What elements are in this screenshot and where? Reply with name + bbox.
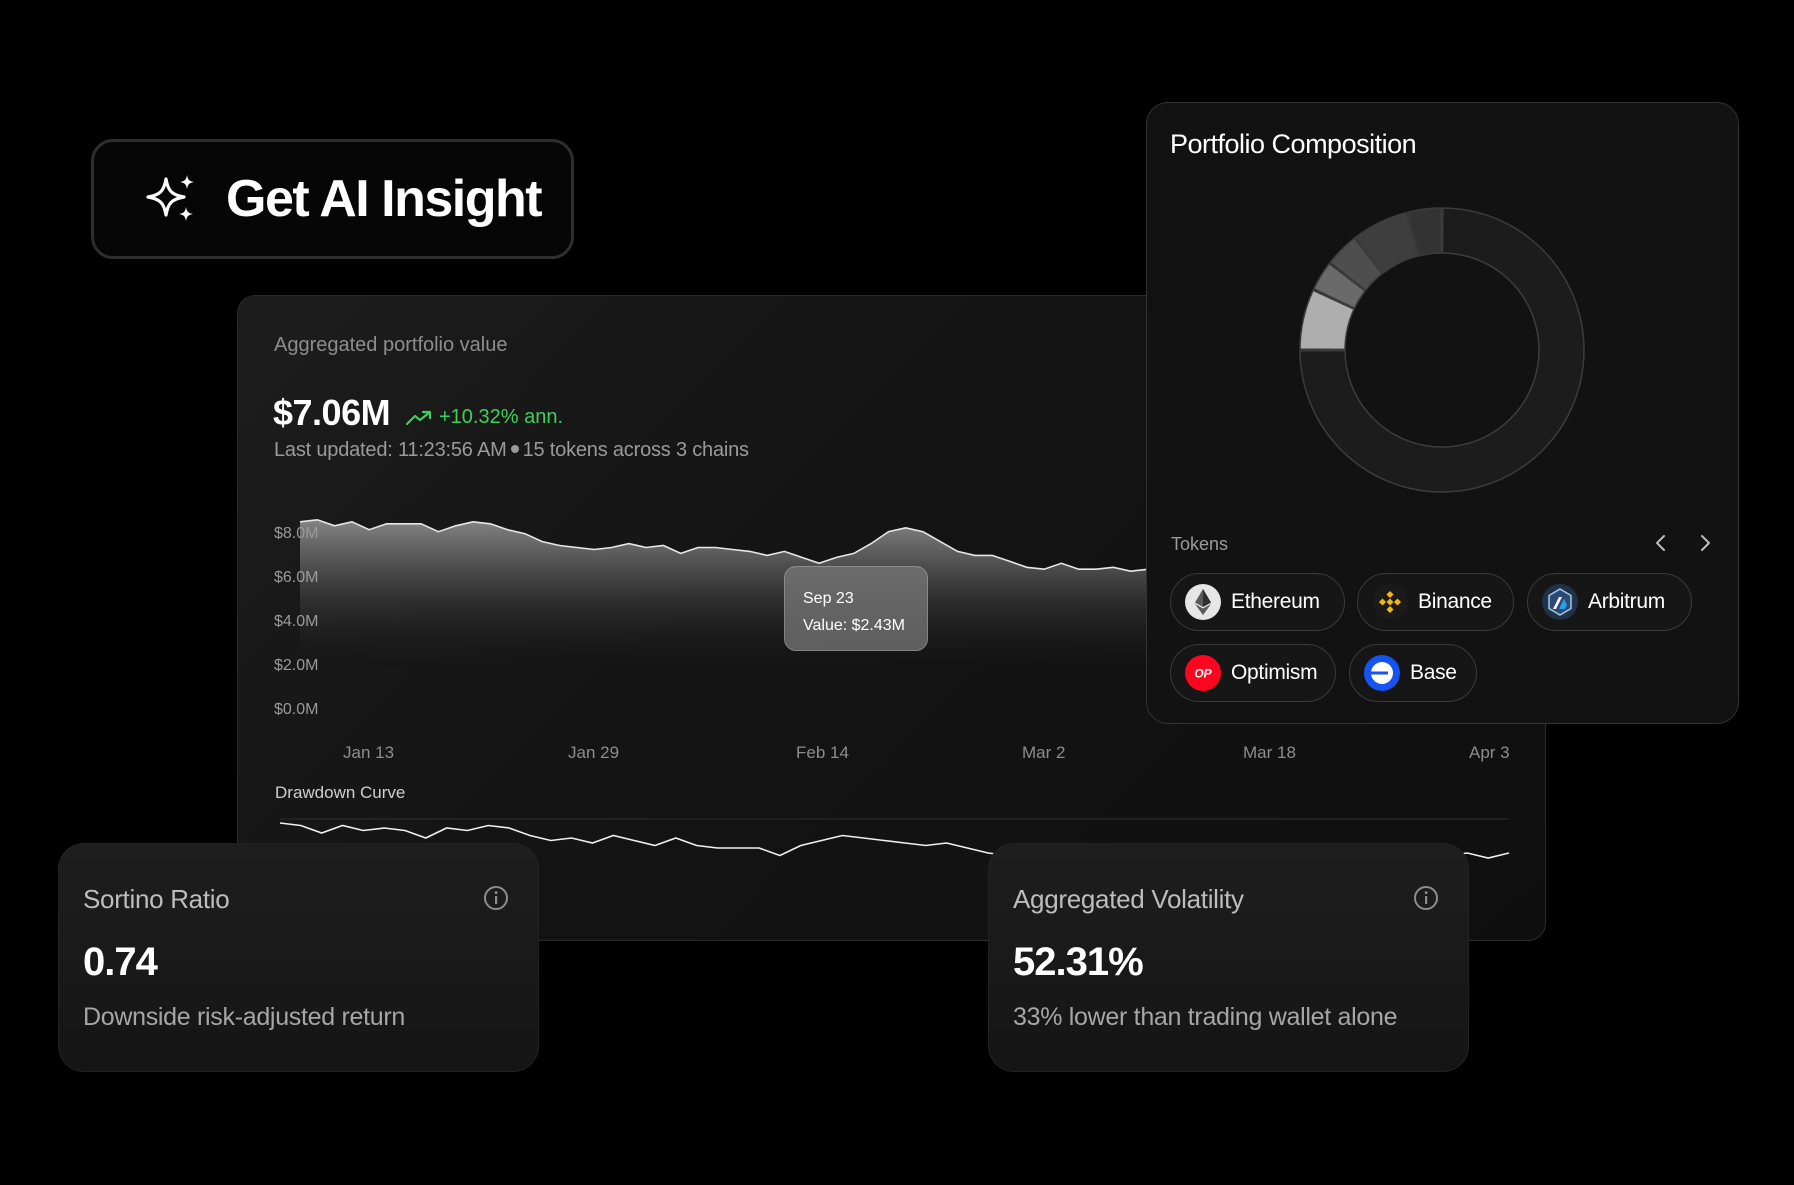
- y-tick: $2.0M: [274, 657, 319, 674]
- donut-segment-0: [1299, 207, 1585, 493]
- last-updated-time: Last updated: 11:23:56 AM: [274, 439, 507, 461]
- drawdown-title: Drawdown Curve: [275, 783, 406, 802]
- tokens-label: Tokens: [1171, 534, 1229, 554]
- tokens-count: 15 tokens: [522, 439, 608, 461]
- prev-arrow-icon[interactable]: [1649, 531, 1673, 555]
- x-tick: Jan 13: [343, 743, 395, 762]
- portfolio-change-value: +10.32% ann.: [439, 406, 563, 428]
- donut-segment-1: [1299, 289, 1355, 351]
- volatility-subtitle: 33% lower than trading wallet alone: [1013, 1003, 1398, 1031]
- x-tick: Mar 2: [1022, 743, 1066, 762]
- info-icon[interactable]: [482, 884, 510, 912]
- x-tick: Mar 18: [1243, 743, 1296, 762]
- y-tick: $8.0M: [274, 525, 319, 542]
- token-name: Arbitrum: [1588, 590, 1665, 613]
- composition-title: Portfolio Composition: [1170, 129, 1417, 159]
- token-name: Ethereum: [1231, 590, 1320, 613]
- portfolio-value: $7.06M: [273, 392, 391, 433]
- optimism-badge: OP: [1194, 667, 1212, 681]
- binance-icon: [1372, 584, 1408, 620]
- token-chip-binance[interactable]: Binance: [1357, 573, 1514, 631]
- composition-donut-chart: [1299, 207, 1585, 493]
- token-name: Base: [1410, 661, 1457, 684]
- donut-segment-2: [1312, 262, 1367, 310]
- arbitrum-icon: [1542, 584, 1578, 620]
- token-name: Binance: [1418, 590, 1492, 613]
- optimism-icon: OP: [1185, 655, 1221, 691]
- token-name: Optimism: [1231, 661, 1318, 684]
- ethereum-icon: [1185, 584, 1221, 620]
- chart-tooltip: Sep 23 Value: $2.43M: [784, 566, 928, 651]
- tooltip-value: Value: $2.43M: [803, 617, 905, 634]
- get-ai-insight-label: Get AI Insight: [226, 170, 543, 228]
- x-tick: Jan 29: [568, 743, 620, 762]
- volatility-value: 52.31%: [1013, 940, 1144, 984]
- donut-segment-3: [1329, 237, 1384, 292]
- next-arrow-icon[interactable]: [1693, 531, 1717, 555]
- y-tick: $6.0M: [274, 569, 319, 586]
- token-chip-base[interactable]: Base: [1349, 644, 1477, 702]
- get-ai-insight-button[interactable]: Get AI Insight: [91, 139, 574, 259]
- aggregated-volatility-card: Aggregated Volatility 52.31% 33% lower t…: [988, 843, 1469, 1072]
- token-chip-arbitrum[interactable]: Arbitrum: [1527, 573, 1692, 631]
- last-updated: Last updated: 11:23:56 AM 15 tokens acros…: [274, 439, 749, 462]
- trend-up-icon: [405, 410, 432, 425]
- sortino-subtitle: Downside risk-adjusted return: [83, 1003, 406, 1031]
- y-tick: $0.0M: [274, 701, 319, 718]
- portfolio-title: Aggregated portfolio value: [274, 334, 508, 356]
- x-tick: Feb 14: [796, 743, 849, 762]
- donut-segment-4: [1354, 211, 1419, 275]
- donut-segment-5: [1406, 207, 1443, 257]
- portfolio-composition-panel: Portfolio Composition Tokens Ethereum Bi…: [1146, 102, 1739, 724]
- sortino-title: Sortino Ratio: [83, 884, 230, 914]
- token-chip-ethereum[interactable]: Ethereum: [1170, 573, 1345, 631]
- sortino-ratio-card: Sortino Ratio 0.74 Downside risk-adjuste…: [58, 843, 539, 1072]
- tooltip-date: Sep 23: [803, 590, 854, 607]
- token-chip-optimism[interactable]: OP Optimism: [1170, 644, 1336, 702]
- separator-dot: [510, 445, 519, 454]
- volatility-title: Aggregated Volatility: [1013, 884, 1244, 914]
- base-icon: [1364, 655, 1400, 691]
- chains-count: across 3 chains: [607, 439, 749, 461]
- y-tick: $4.0M: [274, 613, 319, 630]
- info-icon[interactable]: [1412, 884, 1440, 912]
- x-tick: Apr 3: [1469, 743, 1510, 762]
- sortino-value: 0.74: [83, 940, 158, 984]
- sparkles-icon: [146, 175, 194, 221]
- portfolio-change: +10.32% ann.: [405, 406, 563, 429]
